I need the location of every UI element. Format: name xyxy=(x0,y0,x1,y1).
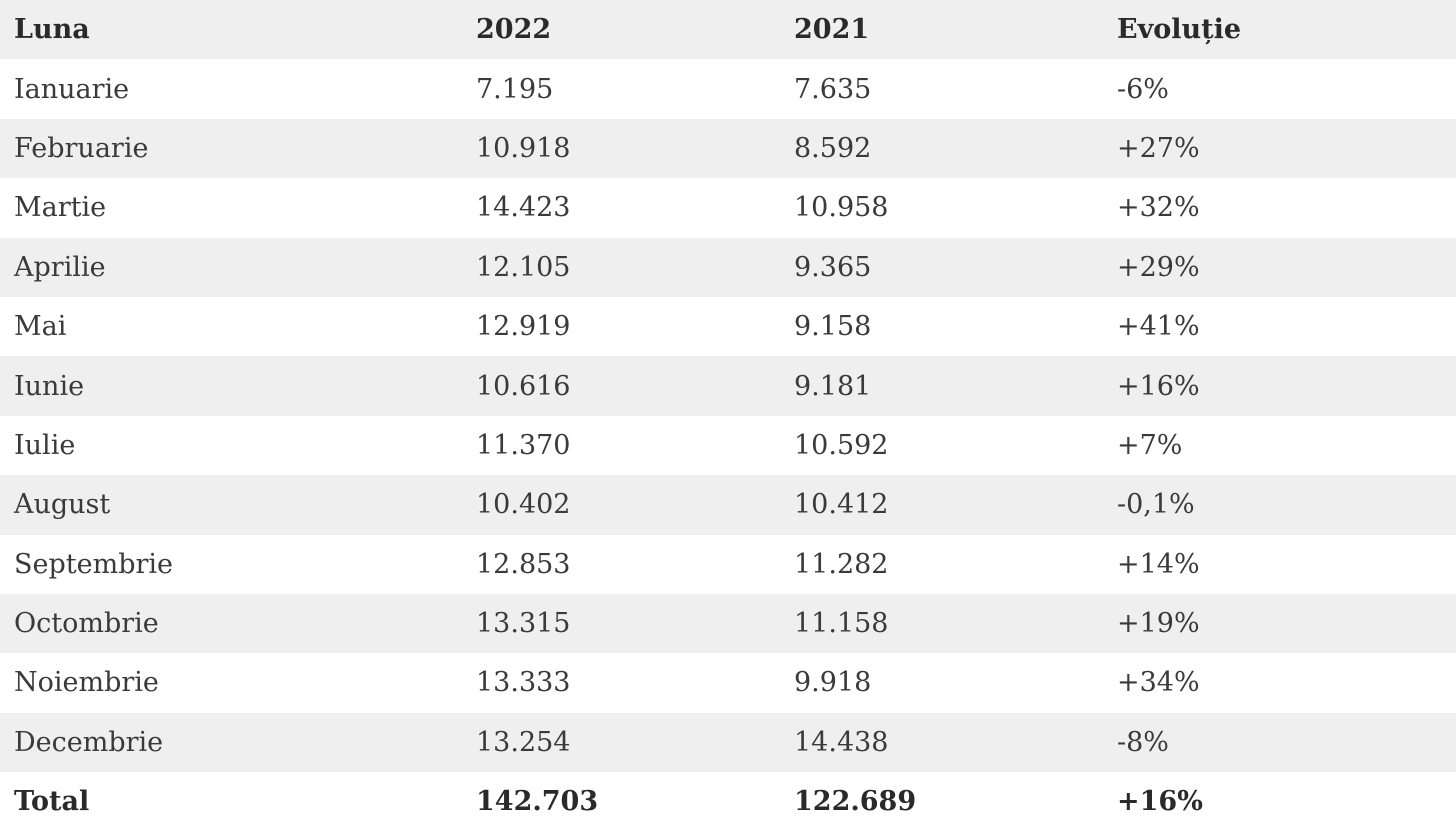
cell-2021: 10.592 xyxy=(780,415,1103,476)
cell-2022: 7.195 xyxy=(462,59,780,119)
cell-2021: 9.918 xyxy=(780,653,1103,713)
cell-evolution: +27% xyxy=(1103,118,1456,179)
cell-2022: 14.423 xyxy=(462,178,780,238)
total-row: Total 142.703 122.689 +16% xyxy=(0,772,1456,832)
cell-2022: 12.853 xyxy=(462,534,780,594)
cell-month: Aprilie xyxy=(0,237,462,297)
total-label: Total xyxy=(0,772,462,832)
cell-month: Mai xyxy=(0,296,462,357)
cell-evolution: +29% xyxy=(1103,237,1456,297)
header-evolution: Evoluție xyxy=(1103,0,1456,60)
cell-evolution: +14% xyxy=(1103,534,1456,594)
cell-2022: 12.919 xyxy=(462,296,780,357)
cell-month: Noiembrie xyxy=(0,653,462,713)
cell-month: Iulie xyxy=(0,415,462,476)
total-2022: 142.703 xyxy=(462,772,780,832)
cell-2022: 13.254 xyxy=(462,712,780,773)
total-2021: 122.689 xyxy=(780,772,1103,832)
cell-2021: 9.181 xyxy=(780,356,1103,416)
cell-evolution: +16% xyxy=(1103,356,1456,416)
cell-2021: 10.958 xyxy=(780,178,1103,238)
cell-evolution: +32% xyxy=(1103,178,1456,238)
table-row: August 10.402 10.412 -0,1% xyxy=(0,475,1456,535)
cell-evolution: -6% xyxy=(1103,59,1456,119)
table-row: Aprilie 12.105 9.365 +29% xyxy=(0,237,1456,297)
table-footer: Total 142.703 122.689 +16% xyxy=(0,772,1456,832)
table-header: Luna 2022 2021 Evoluție xyxy=(0,0,1456,60)
cell-2021: 10.412 xyxy=(780,475,1103,535)
cell-2021: 11.282 xyxy=(780,534,1103,594)
cell-2022: 10.918 xyxy=(462,118,780,179)
cell-2022: 12.105 xyxy=(462,237,780,297)
header-year-2022: 2022 xyxy=(462,0,780,60)
cell-2021: 7.635 xyxy=(780,59,1103,119)
table-body: Ianuarie 7.195 7.635 -6% Februarie 10.91… xyxy=(0,59,1456,773)
total-evolution: +16% xyxy=(1103,772,1456,832)
cell-2022: 10.402 xyxy=(462,475,780,535)
table-row: Iunie 10.616 9.181 +16% xyxy=(0,356,1456,416)
cell-2021: 9.365 xyxy=(780,237,1103,297)
cell-2022: 10.616 xyxy=(462,356,780,416)
cell-month: Septembrie xyxy=(0,534,462,594)
table-row: Septembrie 12.853 11.282 +14% xyxy=(0,534,1456,594)
cell-evolution: +7% xyxy=(1103,415,1456,476)
cell-evolution: +41% xyxy=(1103,296,1456,357)
cell-2021: 9.158 xyxy=(780,296,1103,357)
cell-evolution: +34% xyxy=(1103,653,1456,713)
cell-evolution: -0,1% xyxy=(1103,475,1456,535)
header-row: Luna 2022 2021 Evoluție xyxy=(0,0,1456,60)
cell-2022: 13.315 xyxy=(462,593,780,654)
cell-evolution: +19% xyxy=(1103,593,1456,654)
cell-2021: 11.158 xyxy=(780,593,1103,654)
cell-month: August xyxy=(0,475,462,535)
table-row: Decembrie 13.254 14.438 -8% xyxy=(0,712,1456,773)
table-row: Mai 12.919 9.158 +41% xyxy=(0,296,1456,357)
cell-2022: 13.333 xyxy=(462,653,780,713)
table-row: Martie 14.423 10.958 +32% xyxy=(0,178,1456,238)
cell-2021: 14.438 xyxy=(780,712,1103,773)
table-row: Noiembrie 13.333 9.918 +34% xyxy=(0,653,1456,713)
cell-2021: 8.592 xyxy=(780,118,1103,179)
header-month: Luna xyxy=(0,0,462,60)
cell-month: Iunie xyxy=(0,356,462,416)
table-row: Octombrie 13.315 11.158 +19% xyxy=(0,593,1456,654)
cell-2022: 11.370 xyxy=(462,415,780,476)
table-row: Ianuarie 7.195 7.635 -6% xyxy=(0,59,1456,119)
header-year-2021: 2021 xyxy=(780,0,1103,60)
table-row: Februarie 10.918 8.592 +27% xyxy=(0,118,1456,179)
cell-month: Octombrie xyxy=(0,593,462,654)
cell-month: Martie xyxy=(0,178,462,238)
cell-evolution: -8% xyxy=(1103,712,1456,773)
table-row: Iulie 11.370 10.592 +7% xyxy=(0,415,1456,476)
cell-month: Ianuarie xyxy=(0,59,462,119)
cell-month: Decembrie xyxy=(0,712,462,773)
cell-month: Februarie xyxy=(0,118,462,179)
